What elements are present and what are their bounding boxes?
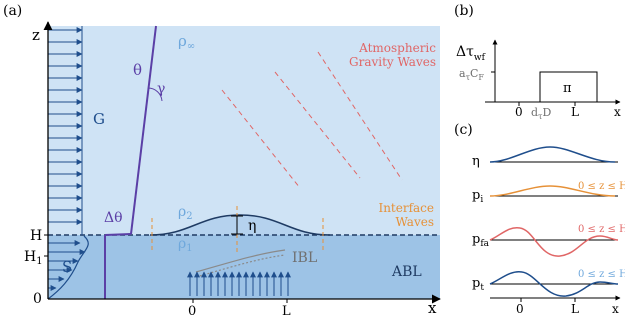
x-axis-label: x: [428, 299, 437, 317]
abl-region: [48, 235, 440, 299]
interface-bump-fill: [150, 215, 330, 235]
label-theta: θ: [133, 61, 142, 79]
panel-b-ylabel: Δτwf: [456, 44, 486, 63]
label-IBL: IBL: [292, 250, 317, 266]
row-eta-label: η: [472, 154, 480, 169]
panel-c-tick-L: L: [571, 302, 579, 316]
geostrophic-wind-arrows: [48, 26, 83, 235]
row-pfa-note: 0 ≤ z ≤ H: [578, 224, 625, 235]
label-rho2: ρ2: [178, 204, 193, 222]
eta-curve: [489, 146, 616, 163]
abl-wind-profile: [47, 235, 89, 300]
panel-c-tick-0: 0: [516, 302, 524, 316]
iw-label-line1: Interface: [378, 201, 434, 215]
row-pt-label: pt: [472, 276, 484, 293]
agw-label-line1: Atmospheric: [358, 41, 436, 55]
row-pt-note: 0 ≤ z ≤ H: [578, 269, 625, 280]
tick-origin: 0: [33, 291, 42, 307]
x-tick-0: 0: [188, 304, 196, 319]
label-delta-theta: Δθ: [104, 210, 123, 226]
iw-label-line2: Waves: [396, 215, 434, 229]
label-S: S: [62, 258, 72, 276]
row-pi-note: 0 ≤ z ≤ H: [578, 181, 625, 192]
label-gamma: γ: [157, 81, 165, 97]
panel-b-level: aτCF: [459, 67, 484, 82]
panel-b-tick-L: L: [571, 105, 579, 119]
label-G: G: [93, 110, 105, 128]
label-ABL: ABL: [391, 264, 422, 280]
panel-a-label: (a): [3, 3, 22, 19]
panel-b-tick-d: dτD: [531, 106, 551, 121]
panel-b: (b) Δτwf aτCF π 0 dτD L x: [454, 3, 621, 121]
row-pi-label: pi: [472, 188, 483, 205]
free-atmosphere-region: [48, 26, 440, 235]
panel-c-x-label: x: [612, 302, 619, 316]
agw-label-line2: Gravity Waves: [349, 55, 436, 69]
label-rho1: ρ1: [178, 236, 193, 254]
pfa-curve: [489, 227, 619, 257]
tick-H1: H1: [24, 249, 43, 267]
row-pfa-label: pfa: [472, 232, 490, 249]
panel-b-label: (b): [454, 3, 474, 19]
atmospheric-gravity-waves: [221, 51, 403, 189]
panel-b-tick-0: 0: [515, 105, 523, 119]
tick-H: H: [30, 228, 42, 244]
pi-curve: [489, 185, 616, 197]
interface-displacement-curve: [149, 214, 331, 236]
potential-temperature-profile: [104, 25, 163, 299]
panel-c-label: (c): [454, 122, 473, 138]
wind-farm-forcing: [187, 271, 291, 296]
panel-b-x-label: x: [614, 105, 621, 119]
pt-curve: [489, 271, 619, 297]
label-rho-inf: ρ∞: [178, 32, 195, 52]
label-eta: η: [248, 218, 256, 234]
x-tick-L: L: [282, 304, 291, 319]
panel-c: (c) η pi 0 ≤ z ≤ H pfa 0 ≤ z ≤ H pt 0 ≤ …: [454, 122, 625, 316]
panel-a: (a) z x H H1 0 0 L G S θ γ Δθ ρ∞ ρ2 ρ1 η…: [3, 3, 441, 319]
forcing-rectangle: [539, 71, 598, 103]
z-axis-label: z: [32, 26, 40, 44]
pi-label: π: [563, 81, 572, 96]
